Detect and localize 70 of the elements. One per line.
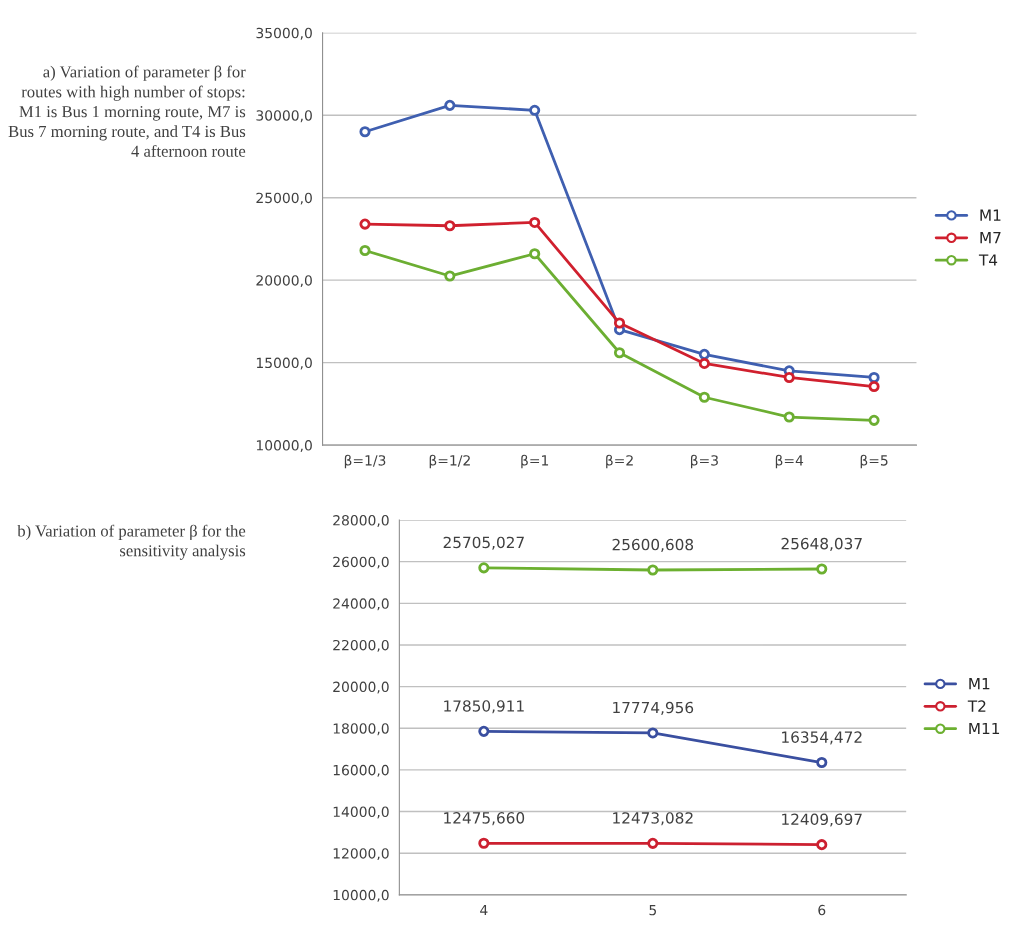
- point: [698, 348, 710, 360]
- y-tick-label: 22000,0: [333, 639, 389, 652]
- point: [478, 562, 490, 574]
- text: b) Variation of parameter β for the sensitivity analysis: [17, 524, 246, 560]
- legend-label: T2: [967, 700, 986, 712]
- point: [444, 270, 456, 282]
- point: [816, 756, 828, 769]
- point: [868, 414, 880, 426]
- legend-label: T4: [978, 254, 998, 266]
- point: [444, 99, 456, 111]
- data-label: 16354,472: [782, 731, 862, 745]
- point: [816, 563, 828, 575]
- legend-label: M11: [969, 722, 1000, 735]
- data-label: 12409,697: [782, 813, 862, 827]
- x-tick-label: 6: [818, 904, 826, 916]
- x-tick-label: β=1/2: [429, 454, 470, 469]
- y-tick-label: 30000,0: [256, 110, 312, 123]
- x-tick-label: 4: [480, 904, 488, 916]
- point: [359, 126, 371, 138]
- y-tick-label: 18000,0: [333, 723, 389, 736]
- y-tick-label: 14000,0: [333, 806, 389, 819]
- y-tick-label: 28000,0: [333, 515, 389, 527]
- legend-label: M7: [980, 232, 1001, 244]
- point: [359, 244, 371, 257]
- x-tick-label: β=2: [606, 454, 633, 469]
- point: [529, 248, 541, 260]
- x-tick-label: β=5: [860, 454, 888, 469]
- y-tick-label: 25000,0: [256, 192, 312, 205]
- x-tick-label: β=3: [691, 454, 718, 469]
- point: [529, 104, 541, 116]
- point: [613, 317, 626, 329]
- y-tick-label: 24000,0: [333, 598, 389, 611]
- data-label: 12473,082: [613, 812, 693, 826]
- x-tick-label: 5: [649, 904, 657, 916]
- y-tick-label: 16000,0: [333, 764, 389, 777]
- y-tick-label: 10000,0: [333, 889, 389, 902]
- point: [868, 380, 880, 393]
- data-label: 25600,608: [612, 538, 694, 552]
- point: [647, 837, 659, 849]
- data-label: 12475,660: [444, 812, 525, 826]
- x-tick-label: β=1: [521, 454, 549, 469]
- legend-label: M1: [980, 209, 1001, 221]
- data-label: 17850,911: [444, 700, 524, 714]
- point: [698, 357, 710, 369]
- point: [816, 839, 828, 851]
- y-tick-label: 35000,0: [256, 27, 312, 40]
- point: [478, 837, 490, 849]
- point: [783, 371, 795, 384]
- point: [529, 216, 541, 228]
- text: a) Variation of parameter β for routes with high number of stops: M1 is Bus 1 morning route, M7 is Bus 7 morning route, and T4 is Bus 4 afternoon route: [8, 65, 246, 157]
- y-tick-label: 15000,0: [256, 357, 312, 370]
- point: [359, 218, 371, 230]
- x-tick-label: β=1/3: [344, 454, 386, 469]
- y-tick-label: 20000,0: [333, 681, 389, 694]
- point: [478, 725, 490, 737]
- y-tick-label: 26000,0: [333, 556, 389, 569]
- y-tick-label: 10000,0: [256, 440, 312, 452]
- point: [647, 564, 659, 576]
- data-label: 17774,956: [613, 701, 694, 715]
- x-tick-label: β=4: [775, 454, 804, 469]
- point: [613, 347, 626, 359]
- point: [444, 220, 456, 232]
- y-tick-label: 12000,0: [333, 848, 389, 861]
- point: [783, 411, 795, 423]
- data-label: 25705,027: [443, 536, 524, 550]
- y-tick-label: 20000,0: [256, 275, 312, 288]
- data-label: 25648,037: [781, 537, 862, 551]
- point: [647, 727, 659, 739]
- legend-label: M1: [969, 678, 990, 690]
- point: [698, 391, 710, 403]
